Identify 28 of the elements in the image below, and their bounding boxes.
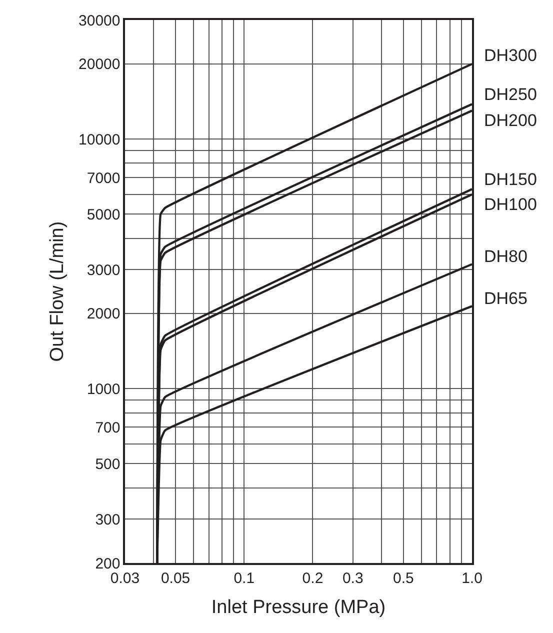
x-tick-label: 0.05 bbox=[160, 570, 190, 587]
y-tick-label: 30000 bbox=[78, 12, 120, 30]
series-label: DH200 bbox=[484, 111, 537, 130]
x-tick-label: 0.5 bbox=[392, 570, 414, 587]
y-tick-label: 20000 bbox=[78, 56, 120, 74]
series-label: DH150 bbox=[484, 170, 537, 189]
series-label: DH80 bbox=[484, 247, 528, 266]
x-axis-title: Inlet Pressure (MPa) bbox=[211, 597, 386, 618]
series-label: DH65 bbox=[484, 289, 528, 308]
series-label: DH250 bbox=[484, 85, 537, 104]
series-label: DH300 bbox=[484, 46, 537, 65]
x-tick-label: 0.3 bbox=[342, 570, 364, 587]
y-tick-label: 3000 bbox=[86, 262, 120, 279]
series-label: DH100 bbox=[484, 195, 537, 214]
y-tick-label: 200 bbox=[95, 555, 120, 572]
x-tick-label: 0.03 bbox=[110, 570, 140, 587]
x-tick-label: 0.2 bbox=[302, 570, 324, 587]
y-tick-label: 2000 bbox=[86, 306, 120, 323]
y-tick-label: 700 bbox=[95, 419, 120, 436]
y-tick-label: 5000 bbox=[86, 206, 120, 224]
y-tick-label: 500 bbox=[95, 456, 120, 473]
y-axis-title: Out Flow (L/min) bbox=[46, 221, 68, 362]
x-tick-label: 1.0 bbox=[462, 570, 482, 587]
y-tick-label: 7000 bbox=[86, 170, 120, 187]
y-tick-label: 300 bbox=[95, 511, 120, 528]
x-tick-label: 0.1 bbox=[234, 570, 255, 587]
y-tick-label: 10000 bbox=[78, 131, 120, 148]
y-tick-label: 1000 bbox=[86, 380, 120, 398]
